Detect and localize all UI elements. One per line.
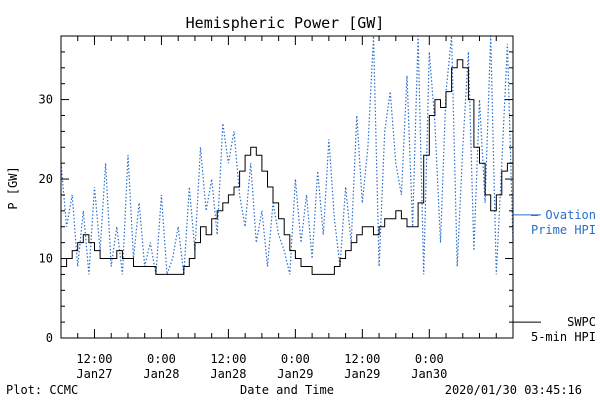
legend-label: 5-min HPI [531,330,596,344]
footer-plot-credit: Plot: CCMC [6,383,78,397]
x-tick-label-time: 0:00 [415,352,444,366]
axes: 010203012:00Jan270:00Jan2812:00Jan280:00… [39,35,514,381]
legend-label: Prime HPI [531,223,596,237]
series-ovation-prime-hpi [60,35,514,275]
x-tick-label-date: Jan29 [277,367,313,381]
series-swpc-5min-hpi [61,59,514,275]
x-tick-label-time: 12:00 [76,352,112,366]
y-axis-label: P [GW] [6,166,20,209]
y-tick-label: 0 [46,331,53,345]
x-tick-label-time: 0:00 [281,352,310,366]
swpc-hpi-line [61,59,514,275]
x-tick-label-date: Jan30 [411,367,447,381]
ovation-hpi-line [60,35,514,275]
legend-label: SWPC [567,315,596,329]
chart-title: Hemispheric Power [GW] [186,14,385,32]
x-tick-label-date: Jan27 [76,367,112,381]
x-tick-label-date: Jan29 [344,367,380,381]
x-tick-label-time: 0:00 [147,352,176,366]
plot-frame [60,35,514,339]
legend-label: – Ovation [531,208,596,222]
x-tick-label-time: 12:00 [344,352,380,366]
footer-timestamp: 2020/01/30 03:45:16 [445,383,582,397]
x-tick-label-date: Jan28 [210,367,246,381]
y-tick-label: 20 [39,172,53,186]
x-tick-label-date: Jan28 [143,367,179,381]
y-tick-label: 10 [39,252,53,266]
x-axis-label: Date and Time [240,383,334,397]
y-tick-label: 30 [39,93,53,107]
x-tick-label-time: 12:00 [210,352,246,366]
